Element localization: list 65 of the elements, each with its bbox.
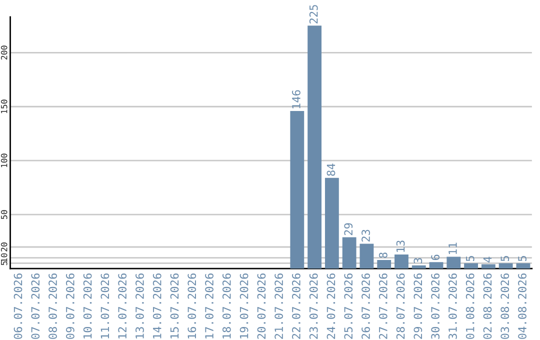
data-label: 5 xyxy=(518,256,526,262)
x-tick-label: 20.07.2026 xyxy=(257,273,266,339)
x-tick-label: 15.07.2026 xyxy=(170,273,179,338)
bar xyxy=(308,26,322,269)
x-tick-label: 08.07.2026 xyxy=(48,273,57,339)
x-tick-label: 24.07.2026 xyxy=(326,273,336,339)
x-tick-label: 04.08.2026 xyxy=(518,273,526,339)
data-label: 225 xyxy=(309,5,318,24)
x-tick-label: 22.07.2026 xyxy=(292,273,300,339)
y-tick-label: 200 xyxy=(0,46,8,60)
x-tick-label: 03.08.2026 xyxy=(500,273,510,339)
x-tick-label: 16.07.2026 xyxy=(188,273,196,338)
x-tick-label: 31.07.2026 xyxy=(448,273,457,339)
bar xyxy=(290,110,304,269)
x-tick-label: 18.07.2026 xyxy=(222,273,231,338)
x-tick-label: 30.07.2026 xyxy=(431,273,440,339)
x-tick-label: 25.07.2026 xyxy=(344,273,353,339)
bar xyxy=(412,265,426,269)
bar xyxy=(360,244,374,269)
x-tick-label: 14.07.2026 xyxy=(152,273,162,338)
y-tick-label: 20 xyxy=(0,242,8,252)
data-label: 8 xyxy=(378,252,388,258)
bar xyxy=(377,260,392,269)
data-label: 84 xyxy=(326,164,336,176)
x-tick-label: 26.07.2026 xyxy=(362,273,370,339)
y-tick-label: 5 xyxy=(1,261,8,266)
bar xyxy=(394,254,408,269)
data-label: 6 xyxy=(431,254,440,260)
x-tick-label: 09.07.2026 xyxy=(66,273,74,339)
bar xyxy=(324,178,339,269)
bar xyxy=(516,263,530,269)
data-label: 4 xyxy=(483,256,492,262)
y-tick-label: 10 xyxy=(0,253,8,262)
bar xyxy=(498,263,513,269)
x-tick-label: 23.07.2026 xyxy=(309,273,318,339)
bar xyxy=(481,264,496,269)
data-label: 13 xyxy=(396,240,405,252)
data-label: 11 xyxy=(448,242,457,254)
x-tick-label: 07.07.2026 xyxy=(31,273,40,339)
x-tick-label: 21.07.2026 xyxy=(274,273,284,339)
bar xyxy=(342,237,356,269)
data-label: 5 xyxy=(466,256,474,262)
x-tick-label: 10.07.2026 xyxy=(83,273,92,338)
x-tick-label: 12.07.2026 xyxy=(118,273,127,338)
data-label: 5 xyxy=(500,256,510,262)
x-tick-label: 13.07.2026 xyxy=(136,273,144,338)
data-label: 146 xyxy=(292,90,300,108)
bar xyxy=(429,262,444,269)
x-tick-label: 19.07.2026 xyxy=(240,273,248,338)
x-tick-label: 27.07.2026 xyxy=(378,273,388,339)
x-tick-label: 28.07.2026 xyxy=(396,273,405,339)
data-label: 23 xyxy=(362,230,370,242)
x-tick-label: 29.07.2026 xyxy=(414,273,422,339)
data-label: 3 xyxy=(414,258,422,264)
y-tick-label: 50 xyxy=(0,210,8,220)
bar xyxy=(446,256,461,269)
x-tick-label: 11.07.2026 xyxy=(100,273,110,338)
x-tick-label: 01.08.2026 xyxy=(466,273,474,339)
x-tick-label: 02.08.2026 xyxy=(483,273,492,339)
y-tick-label: 100 xyxy=(0,154,8,168)
x-tick-label: 06.07.2026 xyxy=(14,273,22,339)
y-tick-label: 150 xyxy=(0,100,8,114)
x-tick-label: 17.07.2026 xyxy=(205,273,214,338)
bar xyxy=(464,263,478,269)
data-label: 29 xyxy=(344,223,353,236)
